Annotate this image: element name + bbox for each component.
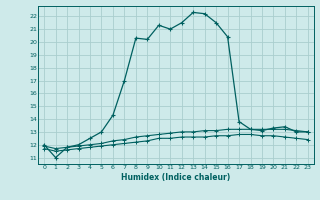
X-axis label: Humidex (Indice chaleur): Humidex (Indice chaleur)	[121, 173, 231, 182]
